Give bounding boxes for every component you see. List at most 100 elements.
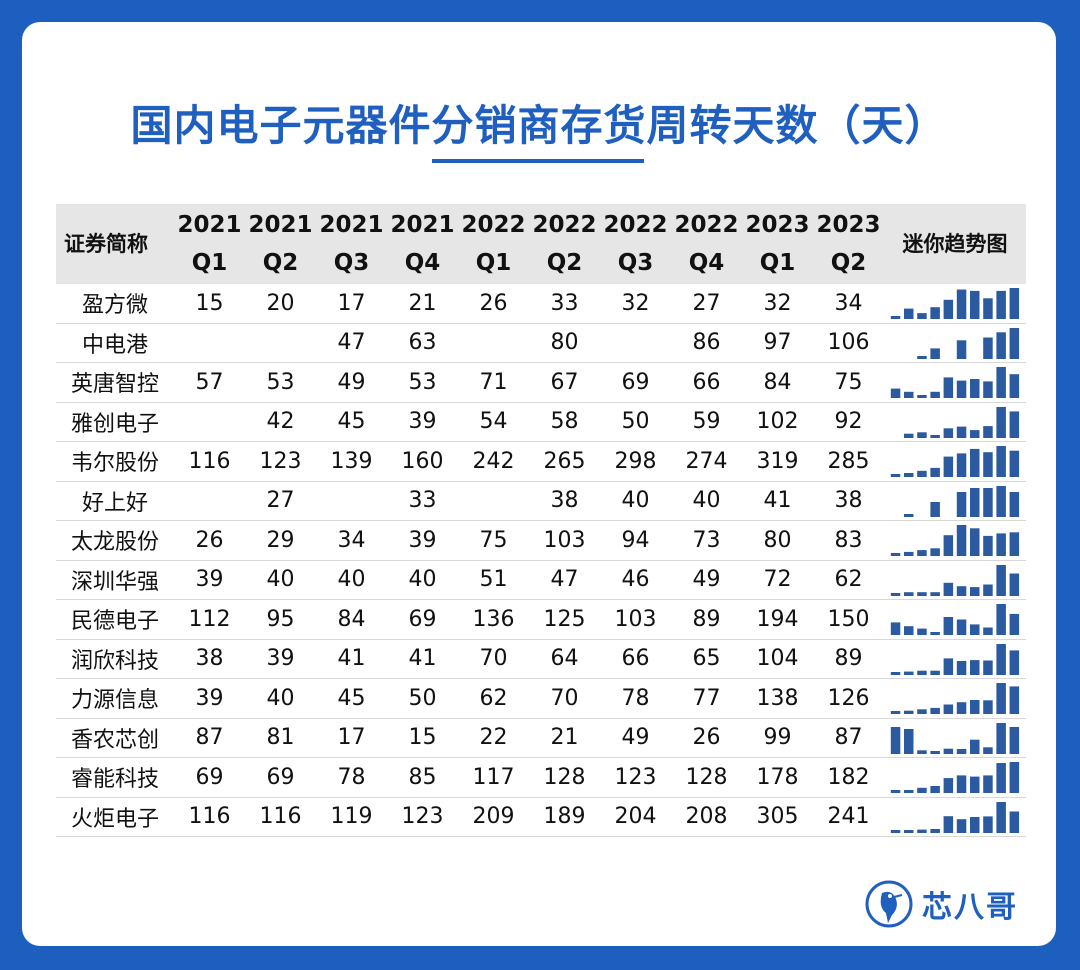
value-cell: 274 <box>671 441 742 482</box>
value-cell: 53 <box>245 362 316 403</box>
value-cell <box>174 481 245 521</box>
value-cell: 15 <box>174 284 245 324</box>
value-cell: 53 <box>387 362 458 403</box>
sparkline-bar <box>956 748 967 754</box>
sparkline-bar <box>904 552 914 557</box>
value-cell: 54 <box>458 402 529 442</box>
column-header: 2022 Q1 <box>458 204 529 284</box>
value-cell: 69 <box>245 757 316 798</box>
sparkline-bar <box>917 471 927 478</box>
value-cell: 89 <box>671 599 742 640</box>
value-cell: 75 <box>458 520 529 561</box>
value-cell: 95 <box>245 599 316 640</box>
sparkline-bar <box>970 487 980 517</box>
sparkline-bar <box>930 632 940 636</box>
value-cell: 32 <box>600 284 671 324</box>
value-cell: 41 <box>742 481 813 521</box>
sparkline-bar <box>904 591 914 596</box>
value-cell: 63 <box>387 323 458 363</box>
value-cell: 102 <box>742 402 813 442</box>
sparkline-cell <box>884 284 1026 324</box>
company-name: 深圳华强 <box>56 560 174 600</box>
sparkline-bar <box>996 485 1006 517</box>
sparkline-bar <box>930 468 940 478</box>
sparkline-bar <box>1009 811 1020 833</box>
column-year: 2021 <box>248 212 313 238</box>
table-header-row: 证券简称 2021 Q1 2021 Q2 2021 Q3 2021 Q4 2022 Q1 2022 Q… <box>56 204 1026 284</box>
value-cell: 69 <box>174 757 245 798</box>
sparkline-bar <box>917 395 927 399</box>
value-cell: 40 <box>245 560 316 600</box>
column-quarter: Q2 <box>262 250 299 276</box>
value-cell <box>174 323 245 363</box>
value-cell: 40 <box>671 481 742 521</box>
value-cell: 319 <box>742 441 813 482</box>
title-underline <box>432 159 644 163</box>
column-year: 2022 <box>603 212 668 238</box>
sparkline-chart <box>890 683 1020 715</box>
value-cell: 119 <box>316 797 387 837</box>
sparkline-bar <box>917 432 927 438</box>
content-card: 国内电子元器件分销商存货周转天数（天） 证券简称 2021 Q1 2021 Q2 202… <box>22 22 1056 946</box>
sparkline-bar <box>943 704 954 715</box>
value-cell: 136 <box>458 599 529 640</box>
value-cell: 40 <box>245 678 316 719</box>
table-row: 中电港 47 63 80 86 97 106 <box>56 323 1026 363</box>
company-name: 中电港 <box>56 323 174 363</box>
sparkline-cell <box>884 757 1026 798</box>
sparkline-bar <box>983 536 993 557</box>
sparkline-bar <box>956 619 967 636</box>
sparkline-bar <box>917 788 927 794</box>
value-cell: 66 <box>600 639 671 679</box>
sparkline-bar <box>970 624 980 636</box>
sparkline-bar <box>943 658 954 675</box>
value-cell: 39 <box>245 639 316 679</box>
sparkline-bar <box>970 429 980 438</box>
value-cell: 47 <box>316 323 387 363</box>
sparkline-bar <box>904 308 914 320</box>
value-cell: 49 <box>316 362 387 403</box>
value-cell: 194 <box>742 599 813 640</box>
sparkline-cell <box>884 678 1026 719</box>
table-row: 好上好 27 33 38 40 40 41 38 <box>56 481 1026 521</box>
sparkline-bar <box>983 487 993 517</box>
value-cell: 17 <box>316 284 387 324</box>
sparkline-bar <box>904 473 914 478</box>
value-cell: 22 <box>458 718 529 758</box>
sparkline-bar <box>904 392 914 399</box>
value-cell: 26 <box>671 718 742 758</box>
value-cell: 87 <box>174 718 245 758</box>
sparkline-bar <box>904 728 914 754</box>
sparkline-bar <box>917 829 927 833</box>
table-row: 润欣科技 38 39 41 41 70 64 66 65 104 89 <box>56 639 1026 679</box>
value-cell: 17 <box>316 718 387 758</box>
sparkline-bar <box>930 307 940 320</box>
value-cell: 38 <box>174 639 245 679</box>
sparkline-chart <box>890 446 1020 478</box>
company-name: 火炬电子 <box>56 797 174 837</box>
value-cell: 112 <box>174 599 245 640</box>
sparkline-bar <box>890 553 901 557</box>
value-cell: 204 <box>600 797 671 837</box>
sparkline-bar <box>917 313 927 320</box>
company-name: 力源信息 <box>56 678 174 719</box>
sparkline-bar <box>904 710 914 715</box>
value-cell: 59 <box>671 402 742 442</box>
sparkline-bar <box>1009 614 1020 636</box>
column-quarter: Q3 <box>617 250 654 276</box>
sparkline-bar <box>970 776 980 794</box>
sparkline-bar <box>996 332 1006 359</box>
sparkline-bar <box>930 708 940 715</box>
value-cell: 123 <box>387 797 458 837</box>
sparkline-bar <box>904 829 914 833</box>
company-name: 好上好 <box>56 481 174 521</box>
sparkline-bar <box>996 801 1006 833</box>
value-cell: 33 <box>387 481 458 521</box>
sparkline-bar <box>890 671 901 675</box>
sparkline-bar <box>930 591 940 596</box>
value-cell: 305 <box>742 797 813 837</box>
sparkline-cell <box>884 402 1026 442</box>
value-cell: 94 <box>600 520 671 561</box>
value-cell: 103 <box>529 520 600 561</box>
value-cell <box>600 323 671 363</box>
